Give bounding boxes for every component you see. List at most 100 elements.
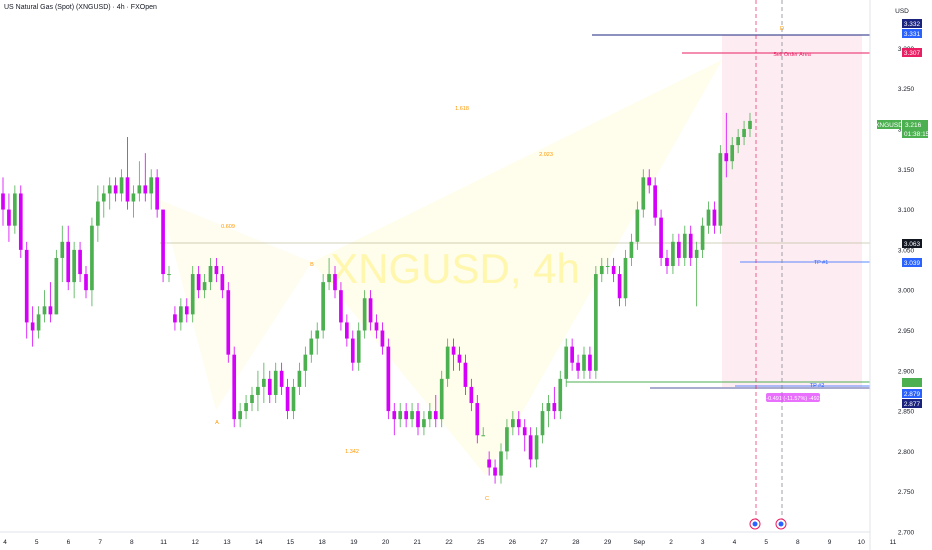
candle-body-51 (303, 354, 308, 371)
candle-body-85 (505, 427, 509, 452)
point-a: A (215, 420, 219, 426)
candle-body-10 (60, 241, 65, 258)
tp1-label: TP #1 (814, 260, 829, 266)
candle-body-67 (398, 411, 403, 420)
candle-body-112 (665, 257, 669, 266)
candle-body-72 (428, 411, 432, 420)
candle-body-43 (256, 386, 260, 395)
candle-body-46 (273, 370, 278, 395)
price-tick-6: 3.000 (898, 288, 915, 295)
candle-body-38 (226, 290, 231, 355)
candle-body-42 (250, 394, 254, 404)
candle-body-58 (345, 322, 349, 339)
time-tick-13: 21 (414, 539, 422, 546)
candle-body-8 (48, 306, 53, 315)
label-3063-bg (902, 239, 922, 248)
countdown: 01:38:15 (904, 131, 930, 138)
candle-body-80 (475, 403, 480, 436)
candle-body-2 (13, 193, 17, 226)
candle-body-52 (309, 338, 314, 355)
candle-body-118 (700, 225, 705, 250)
candle-body-126 (748, 120, 752, 129)
point-d: D (780, 26, 784, 32)
time-axis[interactable]: 4 5 6 7 8 11 12 13 14 15 18 19 20 21 22 25 26 27 28 29 Sep 2 3… (3, 539, 897, 546)
price-tick-5: 3.050 (898, 247, 915, 254)
candle-body-78 (463, 362, 468, 387)
label-2879: 2.879 (904, 391, 921, 398)
price-tick-1: 3.250 (898, 86, 915, 93)
time-tick-1: 5 (35, 539, 39, 546)
fib-1618: 1.618 (455, 106, 469, 112)
candle-body-115 (682, 233, 687, 258)
candle-body-5 (30, 322, 35, 331)
candle-body-91 (540, 411, 545, 436)
change-box-text: -0.491 (-11.57%) -492 (766, 396, 819, 402)
candle-body-47 (279, 370, 284, 387)
tp2-label: TP #2 (810, 383, 825, 389)
candle-body-41 (244, 403, 248, 412)
event-icon-us-2[interactable] (775, 518, 787, 530)
candle-body-92 (546, 403, 551, 412)
candle-body-13 (78, 249, 82, 275)
time-tick-4: 8 (130, 539, 134, 546)
candle-body-69 (410, 411, 414, 420)
price-axis[interactable]: 3.3003.2503.2003.1503.1003.0503.0002.950… (898, 46, 915, 537)
candle-body-14 (84, 274, 88, 291)
candle-body-11 (66, 241, 71, 283)
candle-body-82 (487, 459, 491, 468)
candle-body-116 (688, 233, 693, 258)
candle-body-39 (232, 354, 237, 420)
time-tick-8: 14 (255, 539, 263, 546)
event-icon-us-1[interactable] (749, 518, 761, 530)
time-tick-15: 25 (477, 539, 485, 546)
candle-body-44 (262, 378, 266, 387)
candle-body-97 (576, 362, 580, 371)
candle-body-114 (677, 241, 681, 258)
candle-body-110 (653, 185, 657, 218)
current-price: 3.216 (905, 122, 922, 129)
candle-body-75 (445, 346, 450, 379)
candle-body-9 (54, 257, 59, 315)
time-tick-20: Sep (633, 539, 645, 546)
chart-title: US Natural Gas (Spot) (XNGUSD) · 4h · FX… (4, 4, 157, 11)
candle-body-7 (42, 306, 47, 315)
candle-body-122 (724, 153, 729, 162)
candle-body-124 (736, 137, 740, 146)
candle-body-71 (422, 419, 426, 428)
label-2879-bg (902, 389, 922, 398)
candle-body-98 (582, 354, 586, 371)
candle-body-1 (7, 209, 11, 226)
time-tick-12: 20 (382, 539, 390, 546)
candle-body-103 (611, 266, 616, 275)
time-tick-7: 13 (223, 539, 231, 546)
candle-body-20 (119, 177, 124, 194)
candle-body-90 (534, 435, 539, 460)
time-tick-11: 19 (350, 539, 358, 546)
candle-body-37 (220, 274, 225, 291)
fib-0609: 0.609 (221, 224, 235, 230)
symbol-tag: XNGUSD (875, 122, 903, 129)
candle-body-25 (149, 177, 154, 194)
candle-body-16 (96, 201, 100, 226)
time-tick-25: 8 (796, 539, 800, 546)
candle-body-22 (131, 193, 136, 202)
candle-body-84 (499, 451, 503, 476)
time-tick-5: 11 (160, 539, 167, 546)
candle-body-0 (1, 193, 5, 210)
price-tick-11: 2.750 (898, 489, 915, 496)
time-tick-27: 10 (858, 539, 866, 546)
candle-body-45 (267, 378, 272, 395)
candle-body-32 (190, 274, 195, 315)
candle-body-73 (433, 411, 438, 420)
candle-body-74 (439, 378, 444, 420)
time-tick-16: 26 (509, 539, 517, 546)
price-tick-8: 2.900 (898, 368, 915, 375)
watermark: XNGUSD, 4h (330, 245, 580, 292)
candle-body-70 (416, 411, 420, 428)
candle-body-12 (72, 249, 76, 283)
fib-2023: 2.023 (539, 152, 553, 158)
candle-body-66 (392, 411, 397, 420)
candle-body-30 (179, 306, 183, 323)
time-tick-10: 18 (319, 539, 327, 546)
